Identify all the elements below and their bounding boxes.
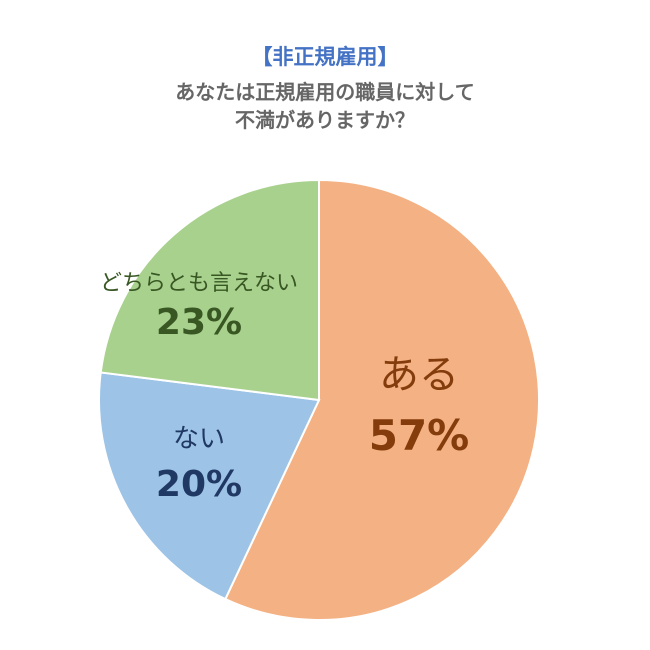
slice-value-1: 57%: [369, 411, 470, 460]
pie-slice-3: [99, 178, 320, 402]
slice-value-2: 20%: [156, 464, 242, 505]
chart-subtitle: あなたは正規雇用の職員に対して 不満がありますか？: [0, 78, 650, 134]
slice-label-3: どちらとも言えない: [100, 271, 298, 296]
chart-subtitle-line-1: あなたは正規雇用の職員に対して: [175, 80, 475, 104]
chart-header: 【非正規雇用】 あなたは正規雇用の職員に対して 不満がありますか？: [0, 44, 650, 134]
slice-label-1: ある: [379, 352, 459, 398]
chart-title: 【非正規雇用】: [251, 45, 399, 69]
pie-slice-2: [98, 371, 321, 601]
slice-label-2: ない: [173, 424, 225, 454]
pie-labels: ある 57% ない 20% どちらとも言えない 23%: [100, 271, 469, 505]
slice-value-3: 23%: [156, 302, 242, 343]
chart-subtitle-line-2: 不満がありますか？: [235, 108, 415, 132]
pie-slices: [98, 178, 541, 621]
pie-slice-1: [223, 178, 541, 621]
